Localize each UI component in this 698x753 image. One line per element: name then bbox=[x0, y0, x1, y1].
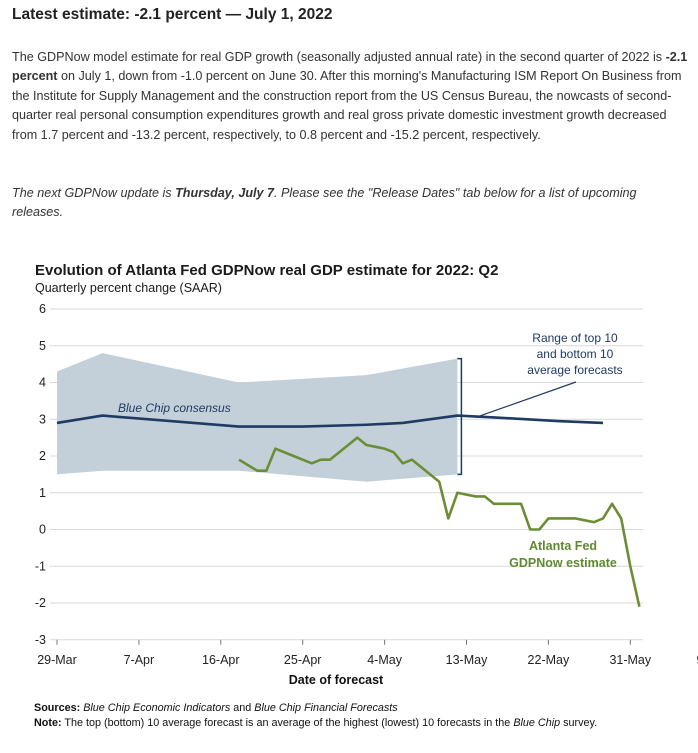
y-tick-label: 0 bbox=[39, 523, 46, 537]
y-tick-label: 2 bbox=[39, 449, 46, 463]
range-label: Range of top 10 bbox=[532, 331, 618, 345]
plot-area bbox=[56, 353, 641, 607]
x-tick-label: 22-May bbox=[528, 653, 570, 667]
note-italic: Blue Chip bbox=[513, 717, 561, 729]
sources-label: Sources: bbox=[34, 702, 81, 714]
chart-annotations: Blue Chip consensus Range of top 10 and bo… bbox=[118, 331, 623, 570]
x-tick-label: 7-Apr bbox=[124, 653, 155, 667]
blue_chip-line bbox=[56, 414, 604, 428]
chart-title: Evolution of Atlanta Fed GDPNow real GDP… bbox=[35, 262, 498, 279]
summary-text-a: The GDPNow model estimate for real GDP g… bbox=[12, 50, 666, 64]
note-end: survey. bbox=[560, 717, 598, 729]
y-tick-label: 5 bbox=[39, 339, 46, 353]
range-band bbox=[57, 353, 458, 482]
y-tick-label: 1 bbox=[39, 486, 46, 500]
x-tick-label: 13-May bbox=[446, 653, 488, 667]
next-update-paragraph: The next GDPNow update is Thursday, July… bbox=[12, 184, 688, 223]
y-tick-label: 4 bbox=[39, 376, 46, 390]
y-tick-label: -1 bbox=[35, 559, 46, 573]
x-tick-label: 16-Apr bbox=[202, 653, 240, 667]
note-label: Note: bbox=[34, 717, 62, 729]
blue-chip-label: Blue Chip consensus bbox=[118, 401, 231, 415]
estimate-value: -2.1 percent bbox=[12, 50, 688, 84]
x-axis-ticks: 29-Mar 7-Apr 16-Apr 25-Apr 4-May 13-May 22-May… bbox=[37, 639, 698, 667]
gdpnow-chart: Evolution of Atlanta Fed GDPNow real GDP… bbox=[35, 262, 698, 687]
page-headline: Latest estimate: -2.1 percent — July 1, … bbox=[12, 6, 333, 23]
gdpnow-label: Atlanta Fed bbox=[529, 539, 597, 553]
y-axis-ticks: 6 5 4 3 2 1 0 -1 -2 -3 bbox=[35, 302, 46, 647]
y-tick-label: 6 bbox=[39, 302, 46, 316]
gdpnow-label: GDPNow estimate bbox=[509, 556, 617, 570]
summary-paragraph: The GDPNow model estimate for real GDP g… bbox=[12, 48, 688, 145]
x-axis-label: Date of forecast bbox=[289, 673, 384, 687]
sources-item-1: Blue Chip Economic Indicators bbox=[83, 702, 231, 714]
y-tick-label: -2 bbox=[35, 596, 46, 610]
x-tick-label: 25-Apr bbox=[284, 653, 322, 667]
footnote: Note: The top (bottom) 10 average foreca… bbox=[34, 717, 597, 729]
next-update-text-a: The next GDPNow update is bbox=[12, 186, 176, 200]
x-tick-label: 9-Jun bbox=[697, 653, 698, 667]
gdpnow-line bbox=[238, 436, 641, 607]
summary-text-b: on July 1, down from -1.0 percent on Jun… bbox=[12, 69, 682, 142]
note-text: The top (bottom) 10 average forecast is … bbox=[61, 717, 514, 729]
range-pointer-line bbox=[475, 381, 577, 418]
range-label: average forecasts bbox=[527, 363, 622, 377]
next-update-date: Thursday, July 7 bbox=[175, 186, 275, 200]
x-tick-label: 4-May bbox=[367, 653, 402, 667]
next-update-text-b: . Please see the "Release Dates" tab bel… bbox=[12, 186, 637, 220]
y-tick-label: -3 bbox=[35, 633, 46, 647]
y-tick-label: 3 bbox=[39, 412, 46, 426]
sources-item-2: Blue Chip Financial Forecasts bbox=[254, 702, 398, 714]
sources-note: Sources: Blue Chip Economic Indicators a… bbox=[34, 702, 398, 714]
sources-and: and bbox=[230, 702, 255, 714]
range-label: and bottom 10 bbox=[537, 347, 614, 361]
x-tick-label: 31-May bbox=[609, 653, 651, 667]
x-tick-label: 29-Mar bbox=[37, 653, 77, 667]
chart-subtitle: Quarterly percent change (SAAR) bbox=[35, 281, 222, 295]
